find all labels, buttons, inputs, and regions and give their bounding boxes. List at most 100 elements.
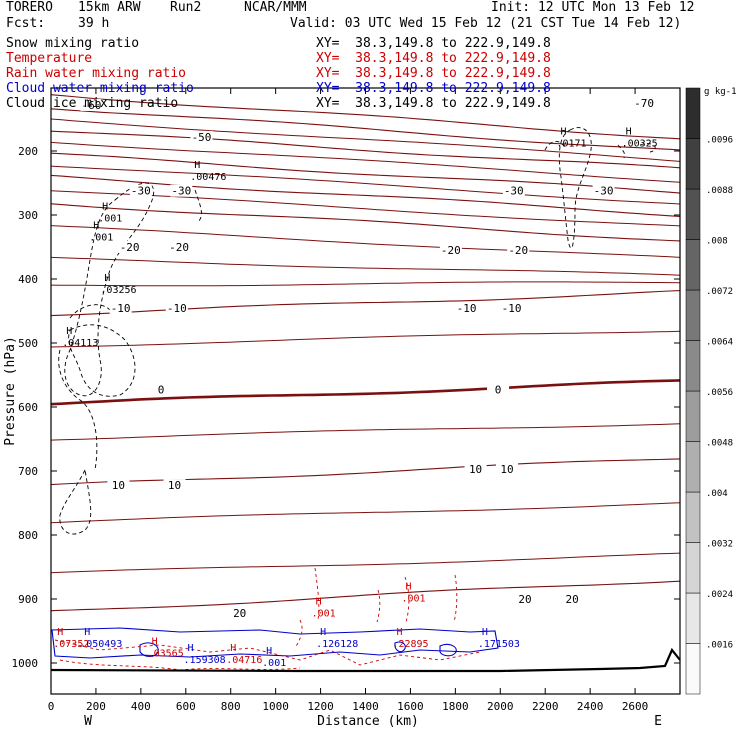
isotherm-label-bg bbox=[487, 383, 510, 396]
colorbar-band bbox=[685, 188, 701, 240]
isotherm-label: -50 bbox=[192, 131, 212, 144]
west-label: W bbox=[84, 714, 92, 729]
isotherm--40 bbox=[50, 152, 681, 194]
field-cloudwater-name: Cloud water mixing ratio bbox=[6, 81, 194, 96]
x-tick-label: 2200 bbox=[532, 700, 559, 713]
y-tick-label: 700 bbox=[18, 465, 38, 478]
rain-water-contour bbox=[453, 574, 458, 623]
field-temperature-name: Temperature bbox=[6, 51, 93, 66]
colorbar-tick-label: .0016 bbox=[706, 641, 733, 651]
colorbar-band bbox=[685, 239, 701, 291]
max-marker: H bbox=[320, 627, 326, 638]
cloud-contours bbox=[51, 127, 656, 659]
isotherm-label-bg bbox=[561, 593, 584, 605]
ice-snow-contour bbox=[558, 127, 592, 249]
ice-snow-contour bbox=[639, 143, 656, 153]
rain-water-contour bbox=[376, 589, 381, 623]
isotherm-labels: -70 -60 -50 -30 -30 -30 -30 -20 -20 -20 -20 -10 -10 -… bbox=[80, 97, 656, 620]
isotherm-label-bg bbox=[80, 98, 103, 111]
max-marker: H bbox=[482, 627, 488, 638]
field-cloudwater-xy: XY= 38.3,149.8 to 222.9,149.8 bbox=[316, 81, 551, 96]
isotherm-label: 0 bbox=[158, 384, 165, 397]
max-marker: H bbox=[188, 643, 194, 654]
max-value-label: .001 bbox=[262, 658, 286, 669]
colorbar-tick-label: .0032 bbox=[706, 540, 733, 550]
isotherm-label: 10 bbox=[112, 479, 125, 492]
ice-snow-contour bbox=[69, 304, 111, 319]
isotherm-minor bbox=[50, 165, 681, 205]
isotherm-label: 10 bbox=[500, 463, 513, 476]
model-org: NCAR/MMM bbox=[244, 0, 307, 15]
x-tick-label: 1600 bbox=[397, 700, 424, 713]
max-value-label: .04113 bbox=[62, 338, 98, 349]
isotherm-label: 10 bbox=[168, 479, 181, 492]
x-tick-label: 2400 bbox=[577, 700, 604, 713]
max-marker: H bbox=[194, 160, 200, 171]
cloud-water-contour bbox=[439, 643, 457, 657]
max-marker: H bbox=[57, 627, 63, 638]
max-value-label: .001 bbox=[401, 594, 425, 605]
isotherm-label-bg bbox=[464, 463, 487, 476]
field-rain-xy: XY= 38.3,149.8 to 222.9,149.8 bbox=[316, 66, 551, 81]
maxima-labels: H.00476H.001H.001H.03256H.04113H.0171H.0… bbox=[53, 127, 657, 670]
max-value-label: .126128 bbox=[316, 639, 358, 650]
ice-snow-contour bbox=[59, 468, 92, 535]
field-temperature-xy: XY= 38.3,149.8 to 222.9,149.8 bbox=[316, 51, 551, 66]
isotherm-label: 20 bbox=[518, 593, 531, 606]
cloud-water-contour bbox=[394, 641, 406, 653]
y-tick-label: 200 bbox=[18, 145, 38, 158]
isotherm-10 bbox=[50, 458, 681, 486]
isotherm-label-bg bbox=[439, 244, 462, 257]
max-value-label: .00325 bbox=[622, 139, 658, 150]
isotherm-label-bg bbox=[513, 593, 536, 605]
ice-snow-contour bbox=[64, 182, 155, 397]
isotherm-label: -30 bbox=[594, 185, 614, 198]
x-tick-label: 1200 bbox=[307, 700, 334, 713]
isotherm-label-bg bbox=[170, 184, 193, 197]
isotherm-minor bbox=[50, 256, 681, 276]
terrain-line bbox=[50, 647, 681, 673]
max-marker: H bbox=[104, 273, 110, 284]
ice-snow-contour bbox=[194, 189, 202, 223]
max-marker: H bbox=[66, 326, 72, 337]
x-tick-label: 0 bbox=[48, 700, 55, 713]
isotherm-label: 20 bbox=[566, 593, 579, 606]
colorbar-tick-label: .008 bbox=[706, 237, 728, 247]
x-tick-label: 400 bbox=[131, 700, 151, 713]
init-time: Init: 12 UTC Mon 13 Feb 12 bbox=[491, 0, 695, 15]
cloud-water-contour bbox=[51, 627, 499, 659]
colorbar: .0016 .0024 .0032 .004 .0048 .0056 .0064 .0072.… bbox=[685, 87, 737, 695]
isotherm-label-bg bbox=[163, 479, 186, 492]
isotherm-label-bg bbox=[129, 184, 152, 197]
isotherm-label: 20 bbox=[233, 607, 246, 620]
x-tick-label: 1000 bbox=[262, 700, 289, 713]
max-value-label: .07352 bbox=[53, 639, 89, 650]
y-tick-label: 900 bbox=[18, 593, 38, 606]
isotherm--10 bbox=[50, 290, 681, 317]
max-marker: H bbox=[230, 643, 236, 654]
x-tick-label: 2600 bbox=[622, 700, 649, 713]
max-value-label: .0171 bbox=[556, 139, 586, 150]
colorbar-tick-label: .0048 bbox=[706, 439, 733, 449]
isotherm-label: -20 bbox=[508, 244, 528, 257]
colorbar-band bbox=[685, 340, 701, 392]
colorbar-tick-label: .0064 bbox=[706, 338, 733, 348]
fcst-label: Fcst: bbox=[6, 16, 46, 31]
isotherm-label: -10 bbox=[457, 302, 477, 315]
model-resolution: 15km ARW bbox=[78, 0, 141, 15]
max-marker: H bbox=[102, 201, 108, 212]
x-tick-label: 1400 bbox=[352, 700, 379, 713]
max-value-label: .00476 bbox=[190, 172, 226, 183]
colorbar-tick-label: .0096 bbox=[706, 136, 733, 146]
isotherm-label-bg bbox=[109, 301, 132, 314]
isotherm-label-bg bbox=[190, 130, 213, 143]
isotherm-label: 10 bbox=[469, 463, 482, 476]
plot-frame bbox=[50, 87, 681, 695]
ice-snow-contour bbox=[544, 141, 566, 151]
isotherm--70 bbox=[50, 94, 681, 140]
isotherm-label: -20 bbox=[441, 244, 461, 257]
max-value-label: .001 bbox=[89, 233, 113, 244]
isotherm-label: -10 bbox=[111, 302, 131, 315]
isotherm-label-bg bbox=[165, 301, 188, 314]
